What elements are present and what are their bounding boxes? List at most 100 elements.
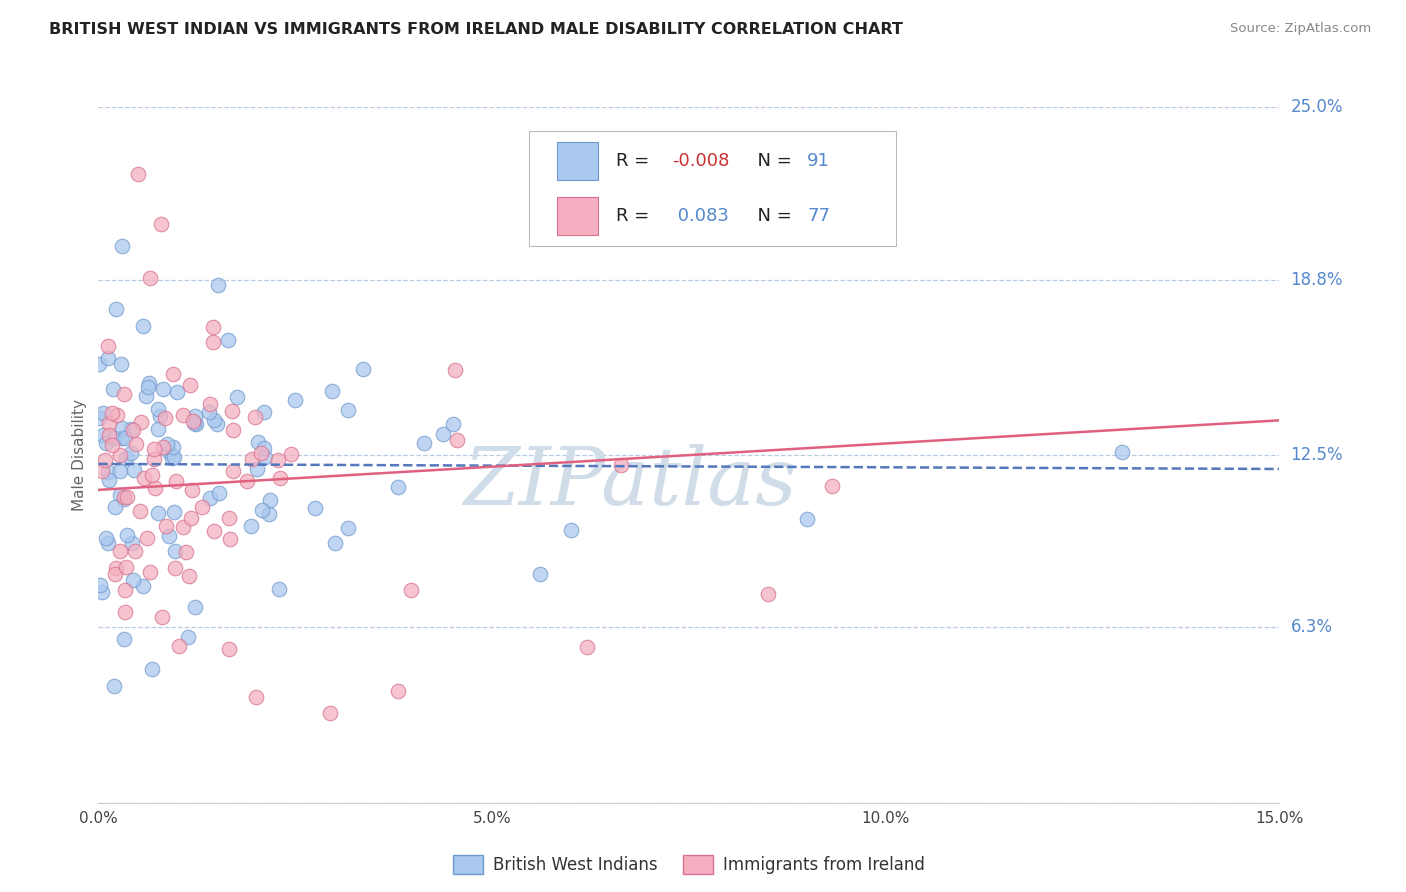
Point [97, 465, 120, 479]
Point [160, 450, 183, 465]
Point [97, 351, 120, 365]
Point [200, 491, 222, 505]
Point [163, 504, 186, 518]
Point [174, 545, 197, 559]
Point [250, 503, 273, 517]
Point [247, 435, 270, 450]
Point [135, 531, 157, 545]
Point [101, 438, 124, 452]
Point [387, 480, 409, 494]
Point [91, 406, 114, 420]
Point [112, 632, 135, 646]
Point [101, 382, 124, 396]
Point [117, 490, 139, 504]
Point [135, 389, 157, 403]
Text: -0.008: -0.008 [672, 153, 730, 170]
Point [98, 416, 121, 430]
Point [401, 583, 423, 598]
Text: R =: R = [616, 207, 655, 226]
Point [112, 386, 135, 401]
Point [259, 492, 281, 507]
Point [202, 320, 225, 334]
Point [110, 448, 132, 462]
Point [177, 630, 200, 644]
Point [432, 426, 454, 441]
Point [186, 417, 208, 432]
Point [222, 464, 245, 478]
Point [148, 422, 170, 436]
Point [198, 405, 221, 419]
Point [155, 519, 177, 533]
Point [323, 536, 346, 550]
Point [446, 433, 468, 447]
Point [110, 357, 132, 371]
Point [219, 532, 242, 546]
Point [94, 436, 117, 450]
Point [245, 690, 267, 704]
Point [166, 385, 188, 400]
Text: 25.0%: 25.0% [1291, 98, 1343, 116]
FancyBboxPatch shape [530, 131, 896, 246]
Point [253, 450, 276, 465]
Point [111, 239, 134, 253]
Point [180, 510, 202, 524]
Text: BRITISH WEST INDIAN VS IMMIGRANTS FROM IRELAND MALE DISABILITY CORRELATION CHART: BRITISH WEST INDIAN VS IMMIGRANTS FROM I… [49, 22, 903, 37]
Point [253, 441, 276, 455]
Text: 6.3%: 6.3% [1291, 618, 1333, 637]
Point [96, 532, 118, 546]
Point [304, 501, 326, 516]
Point [820, 479, 842, 493]
Point [87, 410, 110, 425]
Point [134, 471, 156, 485]
Point [163, 450, 186, 464]
Point [1111, 445, 1133, 459]
Text: N =: N = [745, 153, 797, 170]
Point [108, 544, 131, 558]
Point [112, 490, 135, 504]
Point [121, 573, 143, 587]
Point [132, 579, 155, 593]
Point [141, 662, 163, 676]
Point [104, 301, 127, 316]
Point [246, 462, 269, 476]
Point [165, 475, 187, 489]
Point [529, 567, 551, 582]
Point [184, 600, 207, 615]
Point [138, 376, 160, 391]
Text: N =: N = [745, 207, 797, 226]
Point [138, 565, 160, 579]
Point [122, 423, 145, 437]
Point [104, 567, 127, 582]
Point [183, 417, 205, 431]
Point [87, 357, 110, 371]
Point [132, 318, 155, 333]
Legend: British West Indians, Immigrants from Ireland: British West Indians, Immigrants from Ir… [453, 855, 925, 874]
Text: 12.5%: 12.5% [1291, 446, 1343, 464]
Point [121, 536, 143, 550]
Point [115, 560, 138, 574]
Text: 0.083: 0.083 [672, 207, 730, 226]
Point [152, 382, 174, 396]
Point [117, 527, 139, 541]
Point [103, 431, 125, 445]
Point [120, 446, 142, 460]
Point [245, 410, 267, 425]
Point [162, 367, 184, 381]
Point [97, 339, 120, 353]
Point [267, 453, 290, 467]
Point [125, 437, 148, 451]
Point [184, 409, 207, 423]
Point [191, 500, 214, 514]
Point [111, 420, 134, 434]
Point [136, 380, 159, 394]
Point [157, 444, 180, 458]
Point [202, 524, 225, 539]
Point [257, 507, 280, 521]
Point [280, 447, 302, 461]
Point [143, 442, 166, 456]
Point [337, 521, 360, 535]
Point [387, 684, 409, 698]
Point [284, 393, 307, 408]
Point [240, 452, 263, 467]
Point [202, 413, 225, 427]
